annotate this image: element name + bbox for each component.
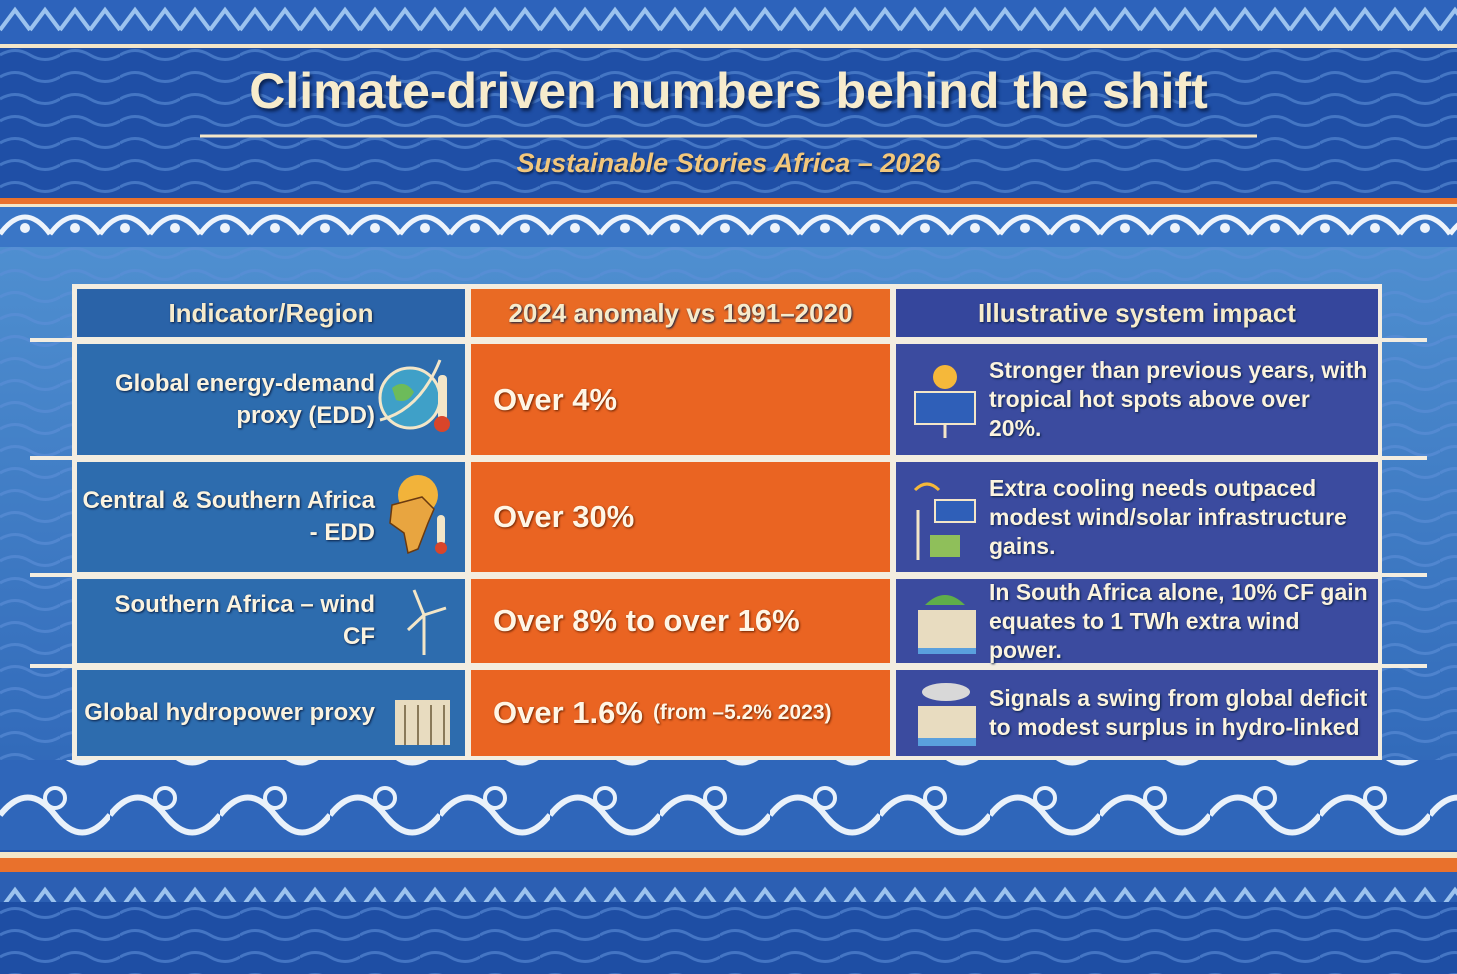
globe-icon (378, 359, 450, 432)
column-header: Indicator/Region (168, 297, 374, 328)
cell: In South Africa alone, 10% CF gain equat… (989, 578, 1368, 663)
cell: Over 4% (493, 381, 618, 417)
solar-icon (914, 365, 976, 438)
column-header: Illustrative system impact (978, 297, 1296, 328)
cell: Over 1.6% (from –5.2% 2023) (471, 670, 890, 756)
cell: Extra cooling needs outpaced modest wind… (989, 474, 1347, 559)
subtitle: Sustainable Stories Africa – 2026 (516, 148, 941, 178)
title: Climate-driven numbers behind the shift (249, 63, 1208, 119)
dam-icon (395, 700, 450, 745)
hydro-icon (918, 683, 976, 746)
turbine-icon (406, 589, 447, 655)
cell: Global hydropower proxy (84, 699, 375, 726)
cell: Over 8% to over 16% (493, 603, 800, 638)
cell: Stronger than previous years, with tropi… (989, 357, 1368, 441)
cell: Central & Southern Africa - EDD (82, 487, 376, 546)
africa-icon (389, 475, 447, 555)
cell: Signals a swing from global deficit to m… (989, 685, 1368, 740)
cell: Southern Africa – wind CF (114, 591, 375, 650)
cell-note: (from –5.2% 2023) (652, 701, 832, 724)
cell: Global energy-demand proxy (EDD) (114, 369, 375, 429)
table-body (77, 344, 1378, 756)
wind-solar-icon (913, 482, 976, 560)
cell-value: Over 1.6% (493, 695, 643, 730)
column-header: 2024 anomaly vs 1991–2020 (508, 297, 853, 328)
cell: Over 30% (493, 499, 635, 534)
plant-icon (918, 595, 976, 654)
